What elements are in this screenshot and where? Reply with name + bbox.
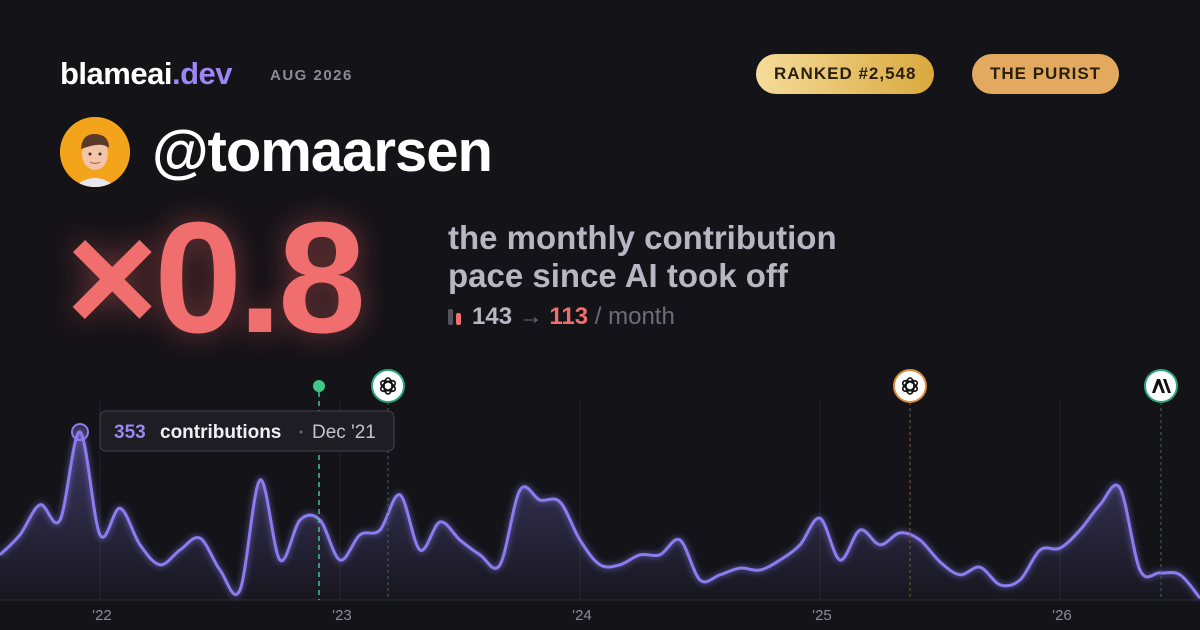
openai-icon — [893, 369, 927, 403]
line — [0, 430, 1200, 600]
tooltip-box — [99, 410, 395, 452]
tooltip-value: 353 — [114, 422, 146, 443]
description-line: pace since AI took off — [448, 257, 788, 294]
brand-name: blameai — [60, 56, 172, 91]
area — [0, 431, 1200, 600]
period: AUG 2026 — [270, 67, 353, 84]
peak-marker — [71, 423, 89, 441]
handle: @tomaarsen — [152, 119, 493, 184]
pace-unit: / month — [594, 303, 675, 330]
persona-badge: THE PURIST — [972, 54, 1120, 94]
x-tick-label: '23 — [332, 607, 352, 624]
multiplier: ×0.8 — [66, 190, 366, 366]
anthropic-icon — [1144, 369, 1178, 403]
event-dot — [313, 380, 325, 392]
x-tick-label: '22 — [92, 607, 112, 624]
pace: 143 → 113 / month — [448, 303, 675, 331]
x-tick-label: '25 — [812, 607, 832, 624]
description: the monthly contribution pace since AI to… — [448, 219, 837, 295]
rank-badge: RANKED #2,548 — [756, 54, 935, 94]
x-tick-label: '26 — [1052, 607, 1072, 624]
event-markers — [313, 369, 1178, 600]
brand: blameai.dev — [60, 56, 232, 92]
x-tick-label: '24 — [572, 607, 592, 624]
brand-suffix: .dev — [171, 56, 233, 91]
pace-arrow: → — [518, 303, 543, 330]
openai-icon — [371, 369, 405, 403]
pace-before: 143 — [472, 303, 513, 330]
tooltip-separator — [299, 430, 303, 434]
tooltip: 353 contributions Dec '21 — [99, 410, 395, 452]
tooltip-label: contributions — [160, 422, 281, 443]
tooltip-date: Dec '21 — [312, 422, 376, 443]
pace-after: 113 — [549, 303, 589, 330]
description-line: the monthly contribution — [448, 219, 837, 256]
pace-icon — [448, 309, 462, 325]
avatar-face — [60, 117, 130, 187]
avatar — [60, 117, 130, 187]
